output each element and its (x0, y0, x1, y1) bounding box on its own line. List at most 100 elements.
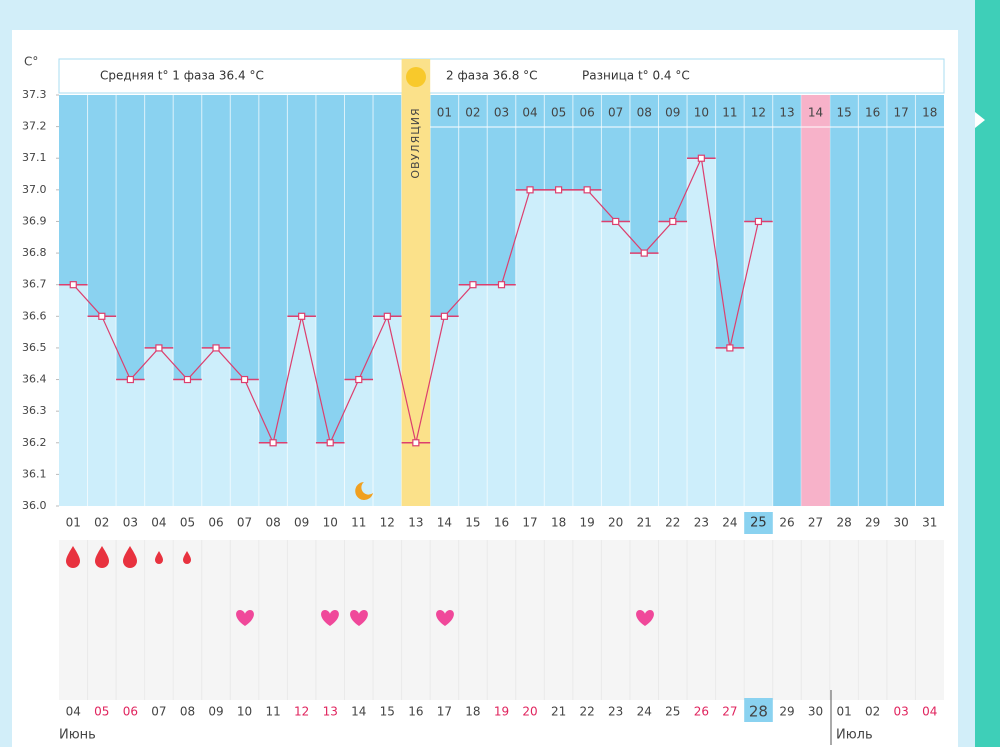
bar (258, 442, 288, 506)
y-tick-label: 36.9 (22, 214, 47, 227)
cycle-day-label: 18 (922, 106, 937, 120)
unit-label: C° (24, 55, 38, 69)
point (355, 375, 363, 384)
bar (715, 347, 745, 506)
date-label: 24 (637, 705, 652, 719)
sun-icon (406, 67, 426, 87)
drop-icon (95, 546, 109, 568)
y-tick-label: 36.0 (22, 499, 47, 512)
date-label: 30 (808, 705, 823, 719)
x-tick-label: 21 (637, 516, 652, 530)
y-tick-label: 37.3 (22, 88, 47, 101)
bar (458, 284, 488, 506)
date-label: 04 (922, 705, 937, 719)
symbols (66, 546, 191, 568)
x-tick-label: 27 (808, 516, 823, 530)
y-tick-label: 37.0 (22, 183, 47, 196)
point (469, 281, 477, 289)
drop-icon (123, 546, 137, 568)
point (240, 375, 249, 384)
x-tick-label: 31 (922, 516, 937, 530)
cycle-day-label: 13 (779, 106, 794, 120)
month-label: Июнь (59, 728, 96, 743)
point (383, 312, 391, 320)
date-label: 19 (494, 705, 509, 719)
bar (59, 284, 88, 506)
bar (87, 316, 117, 506)
x-tick-label: 02 (94, 516, 109, 530)
drop-icon (155, 551, 163, 564)
x-tick-label: 22 (665, 516, 680, 530)
bar (515, 189, 545, 506)
x-tick-label: 10 (323, 516, 338, 530)
point (669, 217, 677, 226)
bar (601, 221, 630, 506)
date-label: 26 (694, 705, 709, 719)
ovulation-column (401, 59, 431, 506)
bar (544, 189, 573, 506)
point (526, 186, 534, 194)
heart-icon (321, 610, 339, 626)
date-label: 05 (94, 705, 109, 719)
x-tick-label: 23 (694, 516, 709, 530)
cycle-day-label: 04 (522, 106, 537, 120)
cycle-day-label: 11 (722, 106, 737, 120)
date-label: 13 (323, 705, 338, 719)
date-label: 12 (294, 705, 309, 719)
side-strip (975, 0, 1000, 747)
x-tick-label: 04 (151, 516, 166, 530)
drop-icon (183, 551, 191, 564)
point (98, 312, 106, 320)
point (697, 154, 705, 162)
bar (144, 347, 174, 506)
x-tick-label: 24 (722, 516, 737, 530)
bar (487, 284, 516, 506)
today-box (744, 512, 773, 534)
x-tick-label: 13 (408, 516, 423, 530)
cycle-day-label: 10 (694, 106, 709, 120)
date-label: 15 (380, 705, 395, 719)
x-tick-label: 16 (494, 516, 509, 530)
x-tick-label: 06 (208, 516, 223, 530)
date-label: 06 (123, 705, 138, 719)
today-date-box (744, 698, 773, 722)
date-label: 20 (522, 705, 537, 719)
y-tick-label: 36.5 (22, 341, 47, 354)
x-tick-label: 30 (894, 516, 909, 530)
period-expected-column (801, 95, 830, 506)
y-tick-label: 36.2 (22, 436, 47, 449)
cycle-day-label: 09 (665, 106, 680, 120)
date-label: 27 (722, 705, 737, 719)
bar (201, 347, 231, 506)
date-label: 02 (865, 705, 880, 719)
point (269, 439, 277, 447)
date-label: 03 (894, 705, 909, 719)
x-tick-label: 19 (580, 516, 595, 530)
cycle-day-label: 03 (494, 106, 509, 120)
x-tick-label: 26 (779, 516, 794, 530)
date-label: 04 (66, 705, 81, 719)
cycle-day-label: 08 (637, 106, 652, 120)
date-label: 11 (265, 705, 280, 719)
bar (687, 158, 716, 506)
symbols-area (59, 540, 944, 700)
point (183, 375, 192, 384)
x-tick-label: 17 (522, 516, 537, 530)
header-box (58, 58, 945, 94)
x-tick-label: 03 (123, 516, 138, 530)
bar (315, 442, 345, 506)
x-tick-label: 05 (180, 516, 195, 530)
x-tick-label: 07 (237, 516, 252, 530)
y-tick-label: 36.4 (22, 373, 47, 386)
cycle-day-label: 01 (437, 106, 452, 120)
point (212, 344, 220, 352)
bar (744, 221, 773, 506)
y-tick-label: 36.8 (22, 246, 47, 259)
point (440, 312, 449, 320)
cycle-day-label: 06 (580, 106, 595, 120)
bar (287, 316, 316, 506)
cycle-day-label: 15 (836, 106, 851, 120)
phase2-text: 2 фаза 36.8 °C (446, 69, 538, 83)
point (754, 217, 763, 226)
